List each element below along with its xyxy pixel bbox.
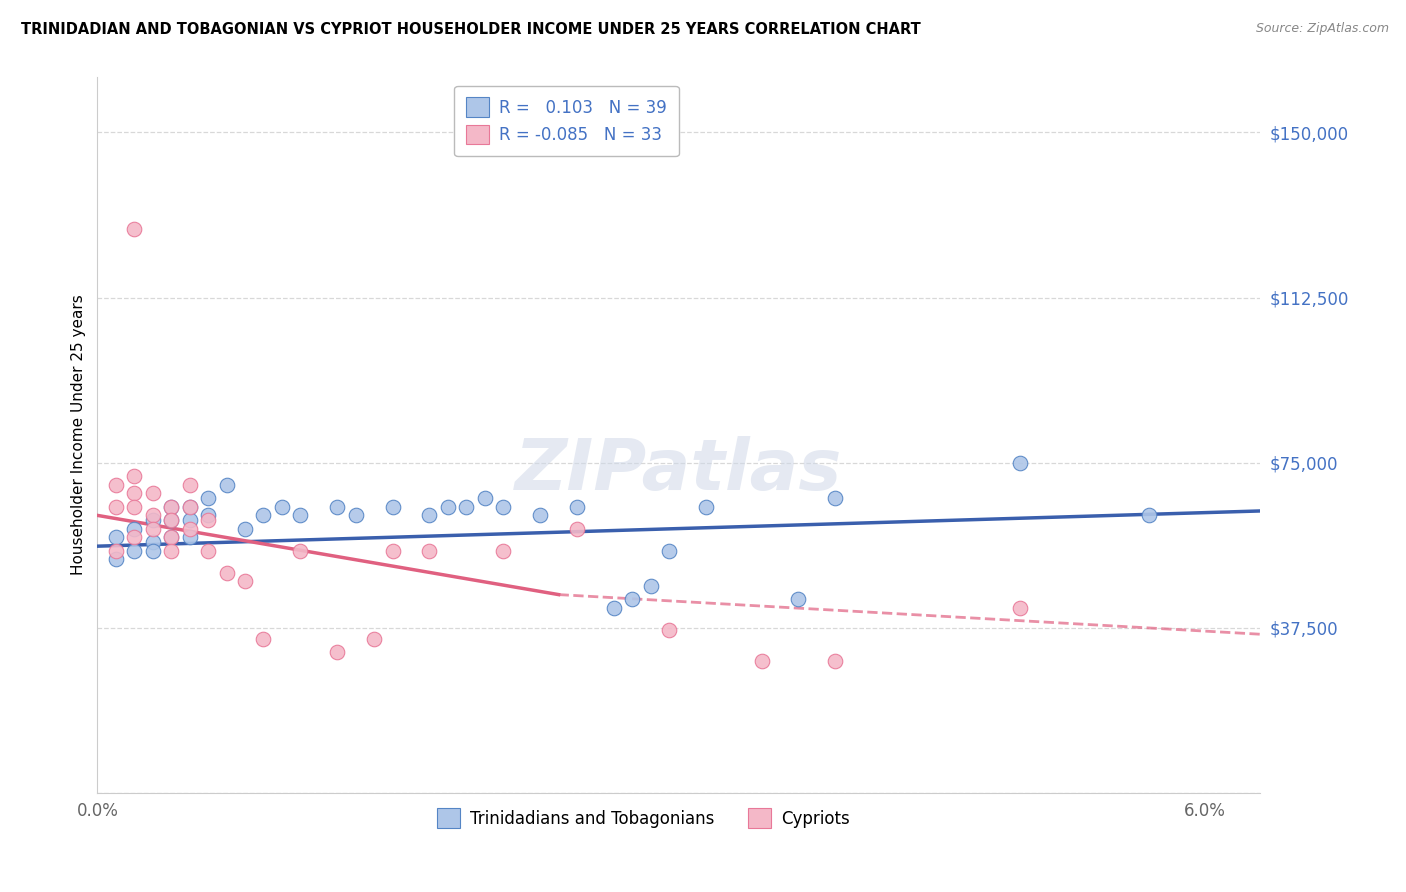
Point xyxy=(270,500,292,514)
Point xyxy=(695,500,717,514)
Point xyxy=(122,222,145,236)
Point xyxy=(290,508,312,523)
Point xyxy=(381,500,404,514)
Point xyxy=(104,552,127,566)
Point xyxy=(197,508,219,523)
Point xyxy=(122,486,145,500)
Point xyxy=(160,513,183,527)
Point xyxy=(179,500,201,514)
Text: TRINIDADIAN AND TOBAGONIAN VS CYPRIOT HOUSEHOLDER INCOME UNDER 25 YEARS CORRELAT: TRINIDADIAN AND TOBAGONIAN VS CYPRIOT HO… xyxy=(21,22,921,37)
Point xyxy=(529,508,551,523)
Point xyxy=(122,543,145,558)
Point xyxy=(787,592,810,607)
Point xyxy=(215,477,238,491)
Point xyxy=(160,543,183,558)
Point xyxy=(418,543,440,558)
Point xyxy=(418,508,440,523)
Point xyxy=(197,491,219,505)
Point xyxy=(290,543,312,558)
Point xyxy=(104,500,127,514)
Point xyxy=(104,477,127,491)
Point xyxy=(215,566,238,580)
Point xyxy=(456,500,478,514)
Point xyxy=(326,500,349,514)
Point xyxy=(104,543,127,558)
Point xyxy=(197,513,219,527)
Point xyxy=(252,632,274,646)
Point xyxy=(492,543,515,558)
Point xyxy=(122,500,145,514)
Legend: Trinidadians and Tobagonians, Cypriots: Trinidadians and Tobagonians, Cypriots xyxy=(430,802,856,834)
Point xyxy=(565,522,588,536)
Point xyxy=(122,522,145,536)
Point xyxy=(437,500,460,514)
Point xyxy=(1137,508,1160,523)
Point xyxy=(142,543,165,558)
Point xyxy=(603,600,626,615)
Point xyxy=(179,500,201,514)
Point xyxy=(326,645,349,659)
Point xyxy=(492,500,515,514)
Point xyxy=(179,530,201,544)
Point xyxy=(474,491,496,505)
Point xyxy=(122,530,145,544)
Point xyxy=(160,513,183,527)
Y-axis label: Householder Income Under 25 years: Householder Income Under 25 years xyxy=(72,294,86,575)
Point xyxy=(658,543,681,558)
Point xyxy=(160,530,183,544)
Point xyxy=(233,522,256,536)
Point xyxy=(142,513,165,527)
Point xyxy=(824,654,846,668)
Point xyxy=(179,522,201,536)
Text: ZIPatlas: ZIPatlas xyxy=(515,436,842,505)
Point xyxy=(751,654,773,668)
Point xyxy=(142,534,165,549)
Point xyxy=(1008,456,1031,470)
Point xyxy=(197,543,219,558)
Point xyxy=(104,530,127,544)
Point xyxy=(565,500,588,514)
Point xyxy=(179,477,201,491)
Point xyxy=(640,579,662,593)
Point xyxy=(658,623,681,637)
Point xyxy=(122,468,145,483)
Point xyxy=(160,500,183,514)
Point xyxy=(252,508,274,523)
Text: Source: ZipAtlas.com: Source: ZipAtlas.com xyxy=(1256,22,1389,36)
Point xyxy=(160,500,183,514)
Point xyxy=(160,530,183,544)
Point xyxy=(179,513,201,527)
Point xyxy=(142,522,165,536)
Point xyxy=(142,508,165,523)
Point xyxy=(824,491,846,505)
Point xyxy=(1008,600,1031,615)
Point xyxy=(381,543,404,558)
Point xyxy=(142,486,165,500)
Point xyxy=(621,592,644,607)
Point xyxy=(233,574,256,589)
Point xyxy=(344,508,367,523)
Point xyxy=(363,632,385,646)
